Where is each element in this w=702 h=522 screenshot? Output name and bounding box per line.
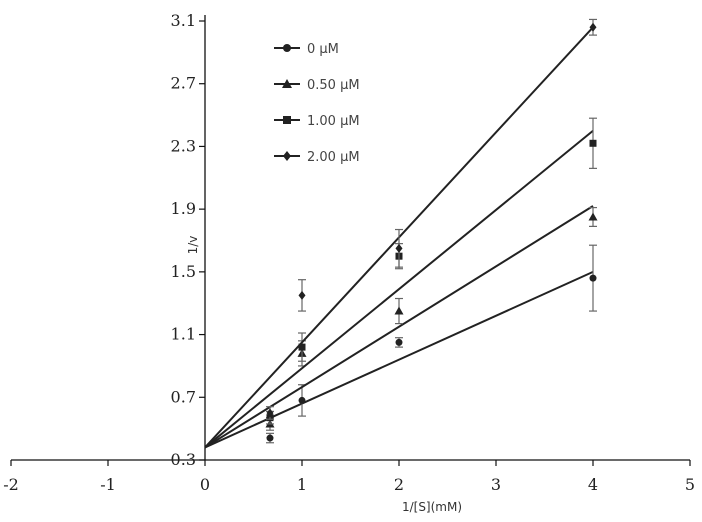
x-tick-label: 3: [491, 475, 501, 494]
legend-marker: [283, 116, 291, 124]
y-tick-label: 0.7: [171, 387, 196, 406]
data-point: [266, 435, 273, 442]
y-tick-label: 2.3: [171, 136, 196, 155]
y-tick-label: 1.1: [171, 325, 196, 344]
data-point: [589, 212, 598, 220]
legend-marker: [283, 44, 291, 52]
x-tick-label: 0: [200, 475, 210, 494]
data-point: [590, 275, 597, 282]
y-axis-label: 1/v: [186, 236, 200, 255]
legend-label: 1.00 μM: [307, 114, 360, 129]
data-point: [396, 339, 403, 346]
y-tick-label: 0.3: [171, 450, 196, 469]
x-tick-label: 1: [297, 475, 307, 494]
x-tick-label: -1: [100, 475, 116, 494]
legend-label: 0.50 μM: [307, 78, 360, 93]
fit-line: [205, 131, 593, 448]
y-tick-label: 3.1: [171, 11, 196, 30]
data-point: [395, 307, 404, 315]
y-tick-label: 1.5: [171, 262, 196, 281]
x-axis-label: 1/[S](mM): [402, 500, 462, 514]
x-tick-label: 2: [394, 475, 404, 494]
legend-marker: [283, 151, 291, 161]
data-point: [299, 397, 306, 404]
data-point: [590, 140, 597, 147]
legend: 0 μM 0.50 μM 1.00 μM 2.00 μM: [274, 42, 360, 165]
legend-label: 0 μM: [307, 42, 339, 57]
x-tick-label: 5: [685, 475, 695, 494]
y-tick-label: 1.9: [171, 199, 196, 218]
y-tick-label: 2.7: [171, 74, 196, 93]
legend-label: 2.00 μM: [307, 150, 360, 165]
data-point: [299, 291, 306, 300]
x-tick-label: 4: [588, 475, 598, 494]
x-tick-label: -2: [3, 475, 19, 494]
data-point: [396, 244, 403, 253]
